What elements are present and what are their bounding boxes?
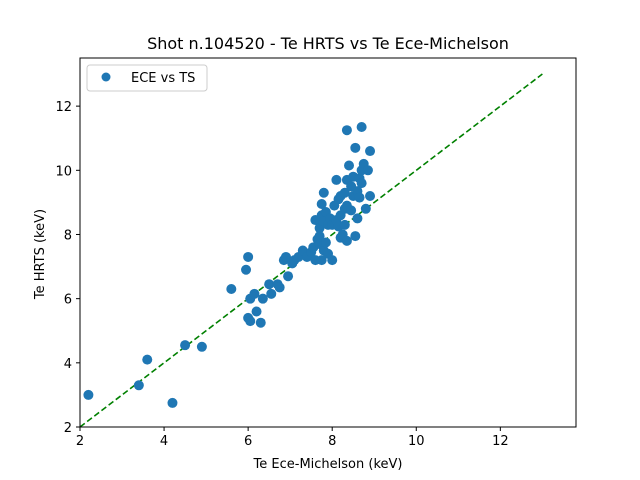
data-point xyxy=(327,255,338,266)
y-tick-label: 8 xyxy=(64,228,72,243)
x-tick-label: 10 xyxy=(408,434,425,449)
data-point xyxy=(320,237,331,248)
y-tick-label: 4 xyxy=(64,357,72,372)
data-point xyxy=(339,187,350,198)
y-tick-label: 12 xyxy=(55,100,72,115)
data-point xyxy=(316,198,327,209)
data-point xyxy=(274,282,285,293)
chart-title: Shot n.104520 - Te HRTS vs Te Ece-Michel… xyxy=(147,34,509,53)
data-point xyxy=(316,255,327,266)
data-point xyxy=(226,284,237,295)
data-point xyxy=(283,271,294,282)
data-point xyxy=(356,178,367,189)
x-tick-label: 8 xyxy=(328,434,336,449)
data-point xyxy=(243,251,254,262)
data-point xyxy=(255,317,266,328)
data-point xyxy=(365,146,376,157)
data-point xyxy=(365,190,376,201)
data-point xyxy=(341,235,352,246)
data-point xyxy=(346,205,357,216)
data-point xyxy=(241,264,252,275)
x-tick-label: 4 xyxy=(160,434,168,449)
data-point xyxy=(352,213,363,224)
x-tick-label: 6 xyxy=(244,434,252,449)
y-tick-label: 10 xyxy=(55,164,72,179)
data-point xyxy=(142,354,153,365)
data-point xyxy=(280,251,291,262)
data-point xyxy=(331,174,342,185)
data-point xyxy=(266,288,277,299)
data-point xyxy=(362,165,373,176)
data-point xyxy=(356,121,367,132)
legend-label: ECE vs TS xyxy=(131,71,195,86)
y-tick-label: 2 xyxy=(64,421,72,436)
data-point xyxy=(167,397,178,408)
data-point xyxy=(180,340,191,351)
x-axis-ticks: 2 4 6 8 10 12 xyxy=(76,427,509,449)
data-point xyxy=(339,219,350,230)
data-point xyxy=(341,125,352,136)
axes-frame xyxy=(79,57,577,428)
data-point xyxy=(257,293,268,304)
data-point xyxy=(318,187,329,198)
data-point xyxy=(133,380,144,391)
legend: ECE vs TS xyxy=(86,64,208,92)
legend-frame xyxy=(86,64,208,92)
data-point xyxy=(314,231,325,242)
data-point xyxy=(196,341,207,352)
plot-area xyxy=(79,73,543,428)
data-point xyxy=(249,288,260,299)
data-point xyxy=(350,142,361,153)
legend-marker xyxy=(101,72,111,82)
data-point xyxy=(360,203,371,214)
data-point xyxy=(344,160,355,171)
data-point xyxy=(245,316,256,327)
y-axis-ticks: 2 4 6 8 10 12 xyxy=(55,100,80,436)
data-point xyxy=(350,231,361,242)
x-tick-label: 2 xyxy=(76,434,84,449)
data-point xyxy=(264,279,275,290)
y-axis-label: Te HRTS (keV) xyxy=(33,209,48,300)
x-axis-label: Te Ece-Michelson (keV) xyxy=(253,457,403,472)
data-point xyxy=(251,306,262,317)
data-point xyxy=(83,389,94,400)
x-tick-label: 12 xyxy=(492,434,509,449)
y-tick-label: 6 xyxy=(64,293,72,308)
data-point xyxy=(354,192,365,203)
